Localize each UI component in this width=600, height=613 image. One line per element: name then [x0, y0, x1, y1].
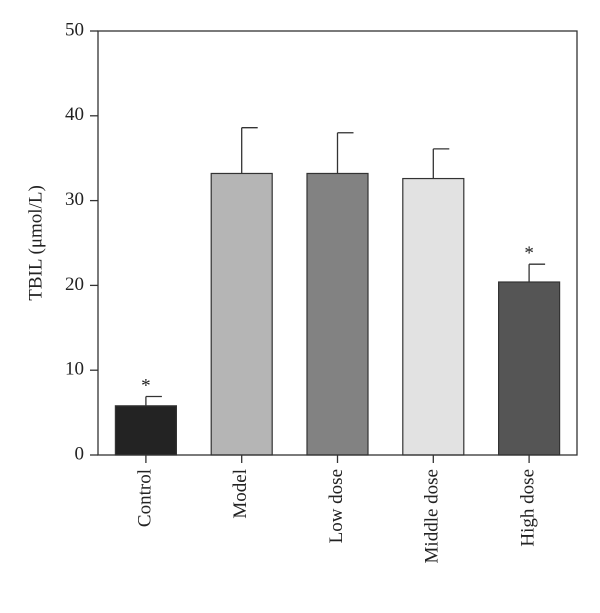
y-tick-label: 40 [65, 104, 84, 125]
bar [498, 281, 561, 456]
y-tick-label: 20 [65, 274, 84, 295]
bar [210, 172, 273, 456]
bar [114, 405, 178, 456]
plot-frame [97, 30, 578, 456]
significance-marker: * [524, 243, 534, 264]
y-tick-label: 10 [65, 359, 84, 380]
x-tick-label: High dose [517, 469, 538, 547]
bars [114, 172, 561, 456]
x-tick-label: Middle dose [422, 469, 443, 563]
y-tick-label: 50 [65, 19, 84, 40]
x-axis-ticks: Control Model Low dose Middle dose High dose [134, 455, 538, 563]
significance-marker: * [141, 375, 151, 396]
error-bars [145, 127, 546, 406]
x-tick-label: Control [134, 469, 155, 527]
bar [306, 172, 369, 456]
x-tick-label: Low dose [326, 469, 347, 543]
bar [402, 177, 465, 456]
y-axis-ticks: 0 10 20 30 40 50 [65, 19, 98, 464]
y-axis-title: TBIL (μmol/L) [25, 185, 46, 301]
x-tick-label: Model [230, 469, 251, 519]
significance-markers: ** [141, 243, 534, 396]
y-tick-label: 0 [75, 443, 85, 464]
y-tick-label: 30 [65, 189, 84, 210]
